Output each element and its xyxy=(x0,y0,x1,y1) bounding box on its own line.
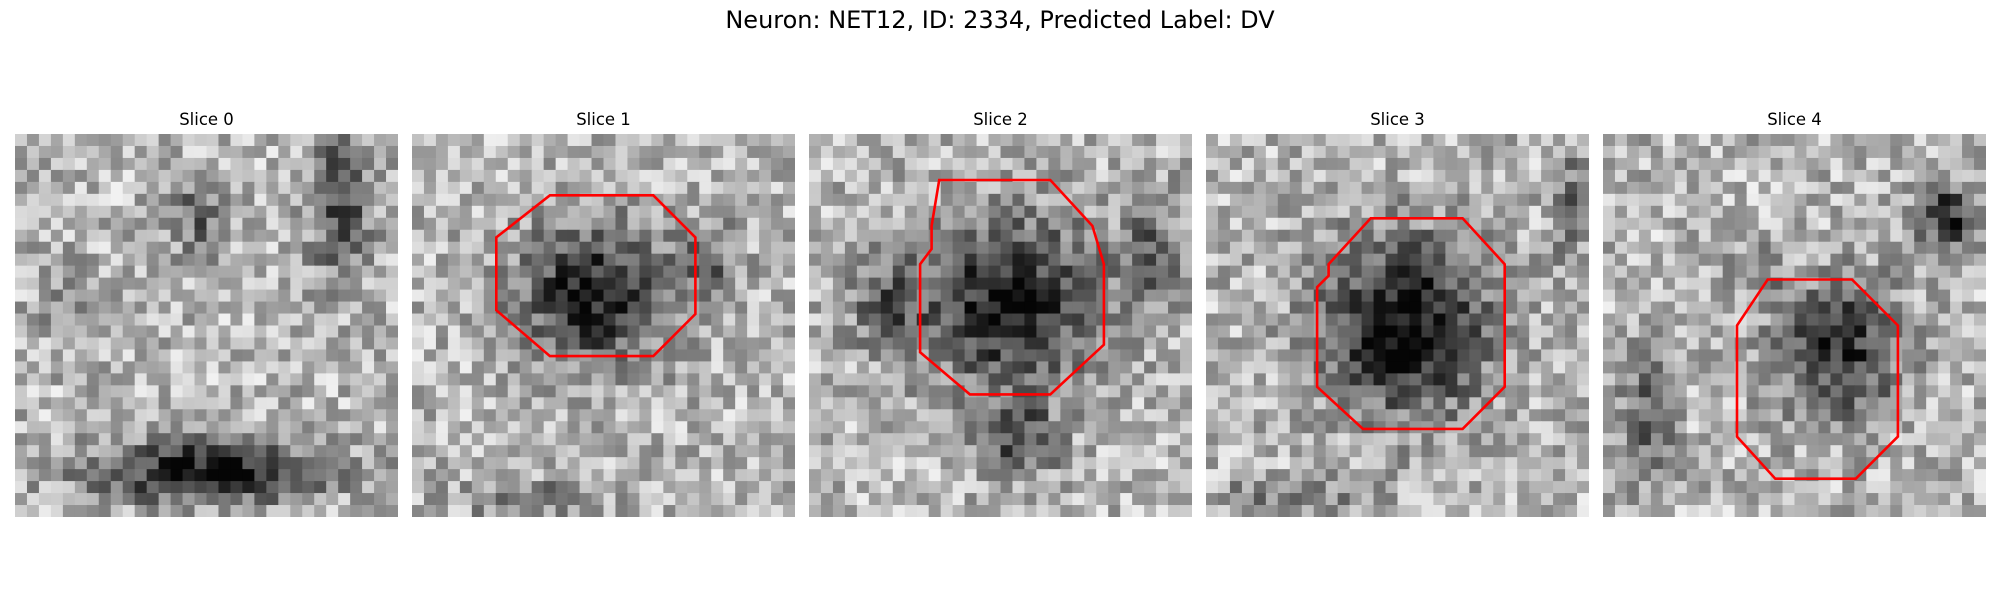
cell-contour xyxy=(1315,217,1507,431)
slice-image-4 xyxy=(1603,134,1986,517)
cell-contour xyxy=(495,193,697,358)
pixel-grid xyxy=(1206,134,1589,517)
cell-contour xyxy=(1735,278,1900,481)
slice-image-0 xyxy=(15,134,398,517)
pixel-grid xyxy=(809,134,1192,517)
slice-title: Slice 1 xyxy=(576,110,631,129)
pixel-grid xyxy=(1603,134,1986,517)
cell-contour xyxy=(918,178,1106,396)
pixel-grid xyxy=(15,134,398,517)
slice-image-1 xyxy=(412,134,795,517)
slice-image-3 xyxy=(1206,134,1589,517)
slice-title: Slice 3 xyxy=(1370,110,1425,129)
slice-title: Slice 4 xyxy=(1767,110,1822,129)
pixel-grid xyxy=(412,134,795,517)
slice-title: Slice 2 xyxy=(973,110,1028,129)
slice-image-2 xyxy=(809,134,1192,517)
slice-title: Slice 0 xyxy=(179,110,234,129)
figure-title: Neuron: NET12, ID: 2334, Predicted Label… xyxy=(725,6,1275,34)
